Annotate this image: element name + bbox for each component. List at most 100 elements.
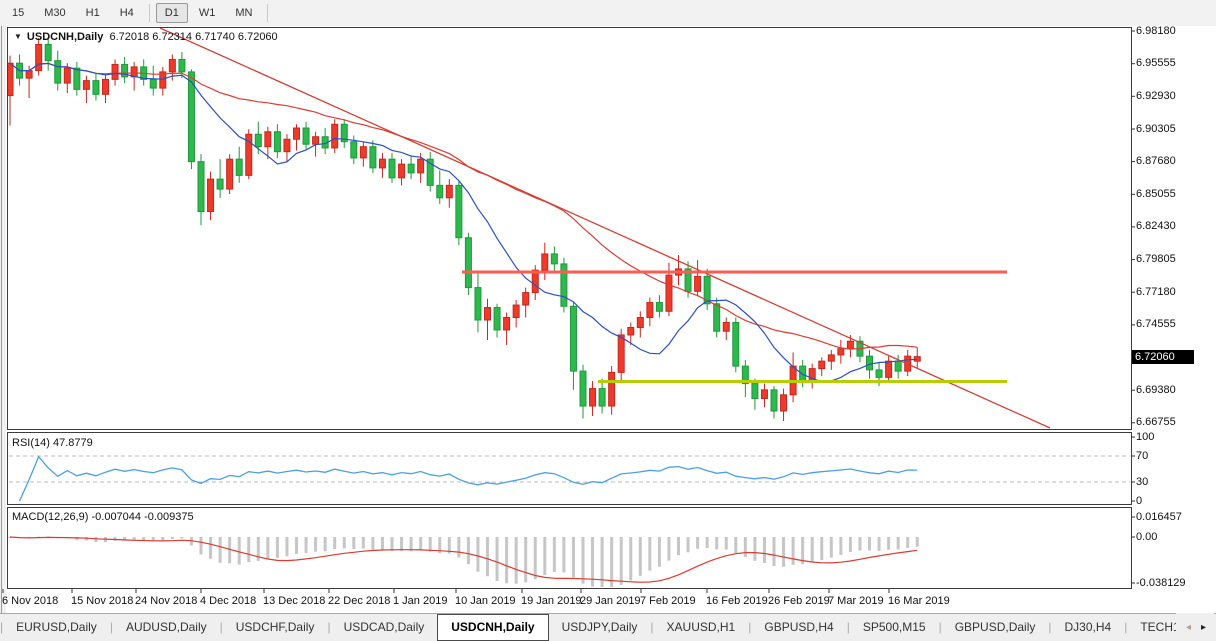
toolbar-separator xyxy=(267,4,269,22)
chart-tab-usdchf[interactable]: USDCHF,Daily xyxy=(235,620,315,634)
timeframe-button-w1[interactable]: W1 xyxy=(198,7,216,19)
timeframe-button-15[interactable]: 15 xyxy=(12,7,25,19)
chart-symbol-label: USDCNH,Daily xyxy=(26,31,104,43)
timeframe-button-h1[interactable]: H1 xyxy=(85,7,100,19)
time-axis-label: 16 Feb 2019 xyxy=(706,595,768,607)
macd-histogram-bar xyxy=(361,537,365,549)
macd-values: -0.007044 -0.009375 xyxy=(91,511,194,523)
chart-tab-bar: | EURUSD,Daily | AUDUSD,Daily | USDCHF,Daily |… xyxy=(0,613,1216,641)
macd-histogram-bar xyxy=(256,537,260,561)
macd-histogram-bar xyxy=(896,537,900,550)
tab-separator: | xyxy=(1048,620,1052,634)
macd-histogram-bar xyxy=(600,537,604,587)
price-axis-label: 6.87680 xyxy=(1136,155,1176,168)
price-axis-label: 6.98180 xyxy=(1136,24,1176,37)
tab-scroll-right-icon[interactable]: ▸ xyxy=(1200,621,1206,633)
time-axis-label: 7 Mar 2019 xyxy=(828,595,884,607)
macd-histogram-bar xyxy=(791,537,795,565)
time-axis-label: 1 Jan 2019 xyxy=(393,595,448,607)
macd-histogram-bar xyxy=(428,537,432,552)
macd-histogram-bar xyxy=(743,537,747,557)
chart-canvas[interactable] xyxy=(0,0,1216,613)
macd-histogram-bar xyxy=(352,537,356,550)
tab-separator: | xyxy=(109,620,113,634)
rsi-axis-label: 0 xyxy=(1136,494,1143,507)
timeframe-button-mn[interactable]: MN xyxy=(235,7,253,19)
macd-histogram-bar xyxy=(887,537,891,550)
macd-histogram-bar xyxy=(438,537,442,554)
chart-tab-gbpusd[interactable]: GBPUSD,Daily xyxy=(954,620,1036,634)
ma-fast-line xyxy=(9,62,918,383)
rsi-axis-label: 100 xyxy=(1136,430,1155,443)
chart-tab-usdcnh[interactable]: USDCNH,Daily xyxy=(437,614,549,641)
macd-histogram-bar xyxy=(151,537,155,542)
macd-histogram-bar xyxy=(304,537,308,554)
macd-histogram-bar xyxy=(772,537,776,567)
chart-tab-gbpusd[interactable]: GBPUSD,H4 xyxy=(764,620,834,634)
macd-layer xyxy=(8,536,919,587)
macd-histogram-bar xyxy=(409,537,413,552)
macd-histogram-bar xyxy=(247,537,251,563)
tab-separator: | xyxy=(1124,620,1128,634)
chart-tab-dj30[interactable]: DJ30,H4 xyxy=(1064,620,1112,634)
macd-histogram-bar xyxy=(314,537,318,552)
rsi-axis-label: 30 xyxy=(1136,475,1149,488)
tab-scroll-left-icon[interactable]: ◂ xyxy=(1185,621,1191,633)
macd-histogram-bar xyxy=(858,537,862,551)
macd-histogram-bar xyxy=(591,537,595,587)
macd-histogram-bar xyxy=(275,537,279,558)
rsi-line xyxy=(18,455,918,502)
macd-histogram-bar xyxy=(514,537,518,584)
main-chart-layer xyxy=(8,28,1051,429)
timeframe-button-m30[interactable]: M30 xyxy=(44,7,66,19)
macd-histogram-bar xyxy=(142,537,146,541)
timeframe-button-h4[interactable]: H4 xyxy=(119,7,134,19)
chart-tab-xauusd[interactable]: XAUUSD,H1 xyxy=(666,620,736,634)
macd-histogram-bar xyxy=(476,537,480,572)
macd-histogram-bar xyxy=(495,537,499,582)
macd-histogram-bar xyxy=(132,537,136,540)
macd-histogram-bar xyxy=(839,537,843,555)
macd-histogram-bar xyxy=(638,537,642,576)
macd-histogram-bar xyxy=(915,537,919,547)
macd-histogram-bar xyxy=(218,537,222,563)
price-axis-label: 6.69380 xyxy=(1136,383,1176,396)
chart-tab-sp500[interactable]: SP500,M15 xyxy=(862,620,926,634)
chart-tab-usdcad[interactable]: USDCAD,Daily xyxy=(343,620,425,634)
macd-histogram-bar xyxy=(466,537,470,565)
macd-histogram-bar xyxy=(868,537,871,551)
macd-histogram-bar xyxy=(123,537,127,541)
macd-histogram-bar xyxy=(762,537,766,564)
timeframe-toolbar: 15 M30 H1 H4 D1 W1 MN xyxy=(0,0,1216,26)
chart-tab-audusd[interactable]: AUDUSD,Daily xyxy=(125,620,207,634)
chart-ohlc-values: 6.72018 6.72314 6.71740 6.72060 xyxy=(109,31,278,43)
chart-tab-usdjpy[interactable]: USDJPY,Daily xyxy=(561,620,638,634)
macd-histogram-bar xyxy=(371,537,375,550)
symbol-dropdown-icon[interactable]: ▼ xyxy=(14,32,22,41)
macd-histogram-bar xyxy=(629,537,633,581)
macd-histogram-bar xyxy=(486,537,489,577)
time-axis-label: 4 Dec 2018 xyxy=(200,595,257,607)
macd-histogram-bar xyxy=(686,537,690,553)
price-axis-label: 6.85055 xyxy=(1136,187,1176,200)
macd-histogram-bar xyxy=(715,537,719,550)
macd-histogram-bar xyxy=(562,537,566,573)
macd-histogram-bar xyxy=(724,537,728,550)
macd-histogram-bar xyxy=(170,537,174,539)
time-axis-label: 6 Nov 2018 xyxy=(2,595,59,607)
macd-histogram-bar xyxy=(648,537,652,571)
time-axis-label: 24 Nov 2018 xyxy=(135,595,198,607)
current-price-value: 6.72060 xyxy=(1135,351,1175,363)
rsi-name: RSI(14) xyxy=(12,437,50,449)
macd-histogram-bar xyxy=(734,537,738,554)
macd-histogram-bar xyxy=(677,537,680,556)
chart-tab-eurusd[interactable]: EURUSD,Daily xyxy=(16,620,97,634)
macd-histogram-bar xyxy=(266,537,270,559)
macd-histogram-bar xyxy=(505,537,509,584)
time-axis-label: 10 Jan 2019 xyxy=(455,595,516,607)
macd-histogram-bar xyxy=(705,537,709,548)
time-axis-label: 29 Jan 2019 xyxy=(580,595,641,607)
rsi-value: 47.8779 xyxy=(52,437,93,449)
timeframe-button-d1[interactable]: D1 xyxy=(155,3,188,23)
